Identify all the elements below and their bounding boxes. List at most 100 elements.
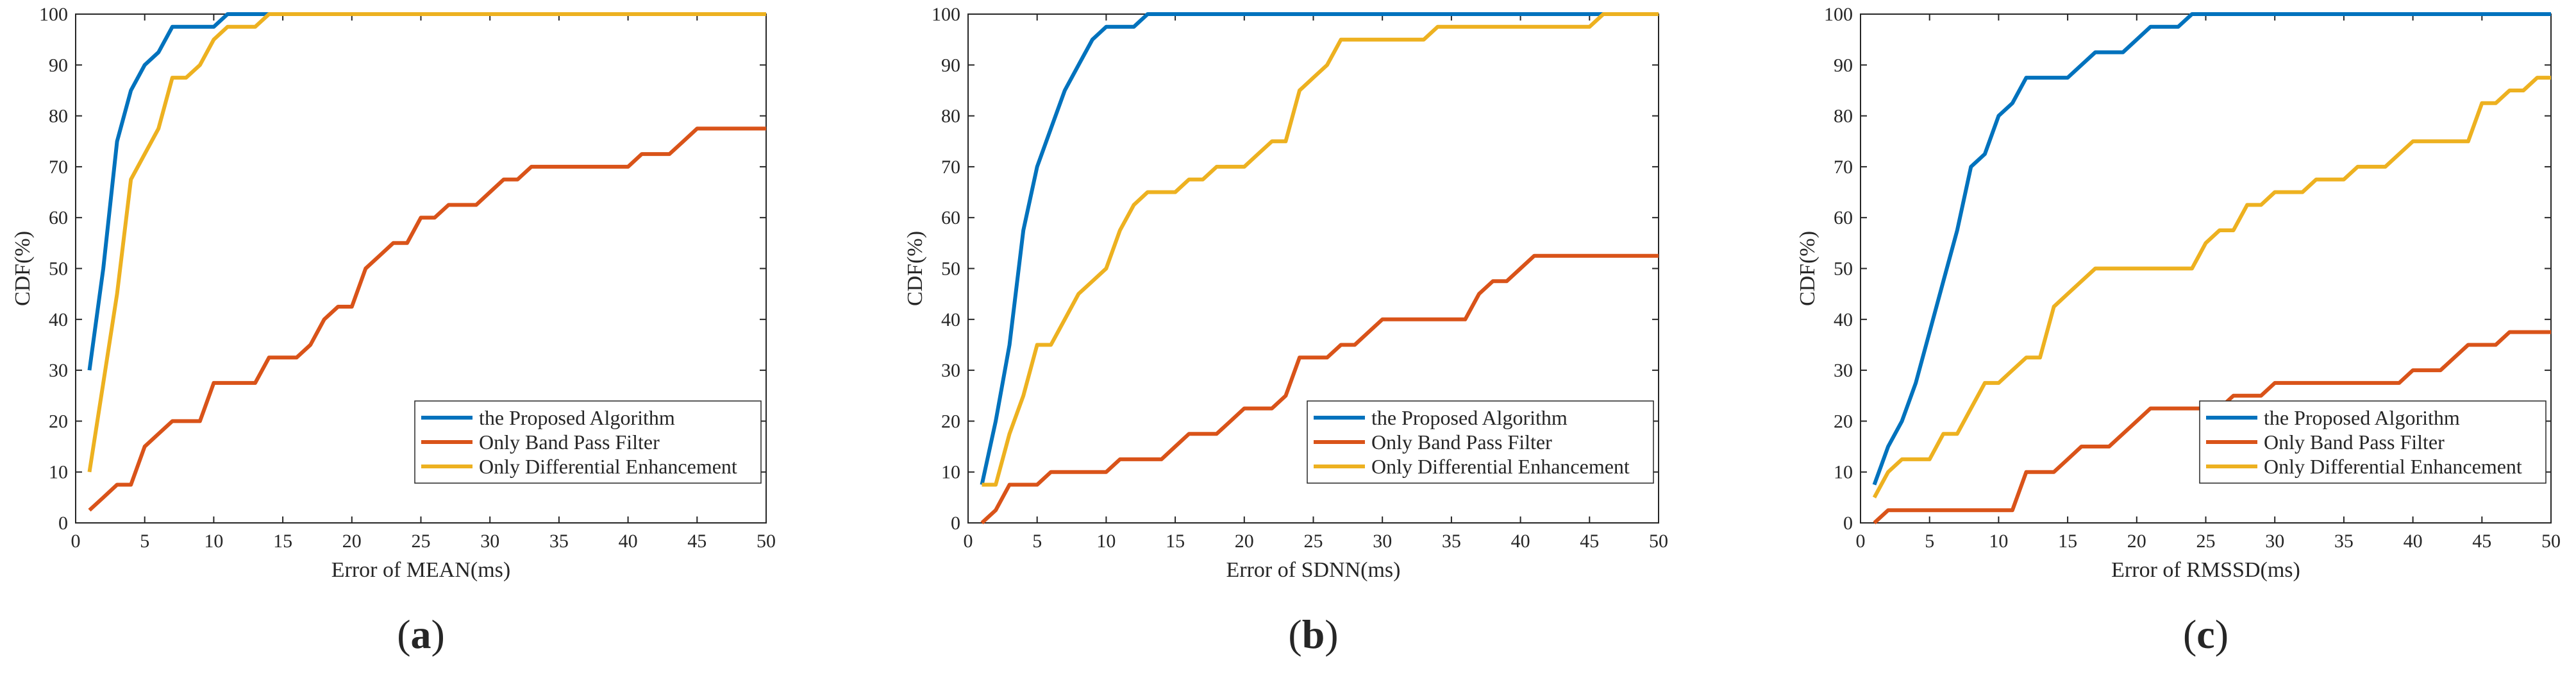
series-line-3: [87, 12, 766, 473]
x-tick-label: 40: [2404, 531, 2423, 552]
panel-label: (c): [2183, 611, 2229, 657]
x-tick-label: 45: [1580, 531, 1599, 552]
legend-entry-3: Only Differential Enhancement: [479, 455, 737, 478]
y-tick-label: 60: [941, 207, 960, 228]
x-tick-label: 30: [2265, 531, 2284, 552]
x-tick-label: 25: [412, 531, 431, 552]
x-tick-label: 25: [2196, 531, 2216, 552]
y-tick-label: 70: [49, 157, 68, 178]
y-tick-label: 30: [941, 360, 960, 381]
series-line-1: [980, 12, 1659, 486]
panel-label: (a): [397, 611, 445, 657]
panel-label-close: ): [431, 611, 445, 657]
y-tick-label: 50: [49, 259, 68, 280]
x-tick-label: 35: [549, 531, 569, 552]
y-tick-label: 100: [932, 4, 960, 25]
y-tick-label: 20: [941, 411, 960, 432]
x-axis-label: Error of SDNN(ms): [1226, 558, 1401, 582]
x-tick-label: 45: [687, 531, 707, 552]
panel-label-close: ): [1325, 611, 1338, 657]
x-axis-label: Error of MEAN(ms): [331, 558, 511, 582]
panel-label-letter: c: [2196, 611, 2214, 657]
y-tick-label: 60: [1834, 207, 1853, 228]
legend-entry-2: Only Band Pass Filter: [2264, 431, 2445, 454]
y-axis-label: CDF(%): [903, 231, 927, 306]
legend-entry-1: the Proposed Algorithm: [1371, 406, 1568, 429]
y-tick-label: 40: [49, 309, 68, 330]
y-tick-label: 90: [941, 55, 960, 76]
legend-entry-3: Only Differential Enhancement: [2264, 455, 2522, 478]
x-tick-label: 5: [1032, 531, 1042, 552]
x-tick-label: 15: [1166, 531, 1185, 552]
y-tick-label: 40: [1834, 309, 1853, 330]
series-line-1: [1872, 12, 2551, 486]
x-tick-label: 30: [480, 531, 499, 552]
x-tick-label: 5: [1925, 531, 1934, 552]
series-line-3: [1872, 76, 2551, 499]
x-tick-label: 25: [1304, 531, 1323, 552]
y-tick-label: 80: [941, 106, 960, 127]
panel-label: (b): [1288, 611, 1338, 657]
y-tick-label: 10: [1834, 462, 1853, 483]
panel-label-letter: a: [411, 611, 431, 657]
x-tick-label: 10: [1989, 531, 2008, 552]
x-tick-label: 20: [1235, 531, 1254, 552]
y-tick-label: 90: [1834, 55, 1853, 76]
y-tick-label: 60: [49, 207, 68, 228]
x-tick-label: 35: [2334, 531, 2354, 552]
y-tick-label: 70: [1834, 157, 1853, 178]
chart-panel-b: 0 5 10 15 20 25 30 35 40 45 50 0 10 20 30 40 50 60 70 80 90 1…: [903, 4, 1668, 657]
legend-entry-2: Only Band Pass Filter: [1371, 431, 1552, 454]
x-tick-label: 20: [2127, 531, 2146, 552]
legend-entry-3: Only Differential Enhancement: [1371, 455, 1630, 478]
x-tick-label: 40: [1511, 531, 1530, 552]
y-tick-label: 0: [1843, 513, 1853, 534]
y-tick-label: 10: [49, 462, 68, 483]
x-tick-label: 0: [71, 531, 81, 552]
x-tick-label: 45: [2472, 531, 2491, 552]
legend-entry-1: the Proposed Algorithm: [479, 406, 675, 429]
y-axis-label: CDF(%): [11, 231, 35, 306]
y-tick-label: 50: [941, 259, 960, 280]
series-line-3: [982, 12, 1659, 487]
x-tick-label: 0: [1856, 531, 1866, 552]
x-tick-label: 35: [1442, 531, 1461, 552]
y-tick-label: 20: [49, 411, 68, 432]
chart-panel-a: 0 5 10 15 20 25 30 35 40 45 50 0 10 20 30 40 50 60 70 80 90 1…: [11, 4, 776, 657]
y-tick-label: 30: [1834, 360, 1853, 381]
chart-panel-c: 0 5 10 15 20 25 30 35 40 45 50 0 10 20 30 40 50 60 70 80 90 1…: [1796, 4, 2561, 657]
panel-label-open: (: [397, 611, 410, 657]
x-tick-label: 15: [2058, 531, 2077, 552]
x-tick-label: 0: [964, 531, 973, 552]
y-axis-label: CDF(%): [1796, 231, 1819, 306]
x-tick-label: 5: [140, 531, 149, 552]
legend-entry-2: Only Band Pass Filter: [479, 431, 660, 454]
y-tick-label: 90: [49, 55, 68, 76]
y-tick-label: 20: [1834, 411, 1853, 432]
x-tick-label: 20: [342, 531, 362, 552]
y-tick-label: 10: [941, 462, 960, 483]
y-tick-label: 0: [951, 513, 960, 534]
x-axis-label: Error of RMSSD(ms): [2111, 558, 2300, 582]
y-tick-label: 40: [941, 309, 960, 330]
x-tick-label: 15: [273, 531, 292, 552]
series-line-2: [88, 126, 766, 512]
legend-entry-1: the Proposed Algorithm: [2264, 406, 2460, 429]
x-tick-label: 10: [204, 531, 223, 552]
x-tick-label: 50: [2541, 531, 2561, 552]
panel-label-open: (: [2183, 611, 2196, 657]
x-tick-label: 10: [1096, 531, 1116, 552]
y-tick-label: 30: [49, 360, 68, 381]
x-tick-label: 50: [1649, 531, 1668, 552]
y-tick-label: 0: [58, 513, 68, 534]
y-tick-label: 70: [941, 157, 960, 178]
x-tick-label: 30: [1373, 531, 1392, 552]
series-line-1: [87, 12, 766, 371]
series-line-2: [980, 253, 1659, 525]
panel-label-close: ): [2215, 611, 2229, 657]
y-tick-label: 50: [1834, 259, 1853, 280]
